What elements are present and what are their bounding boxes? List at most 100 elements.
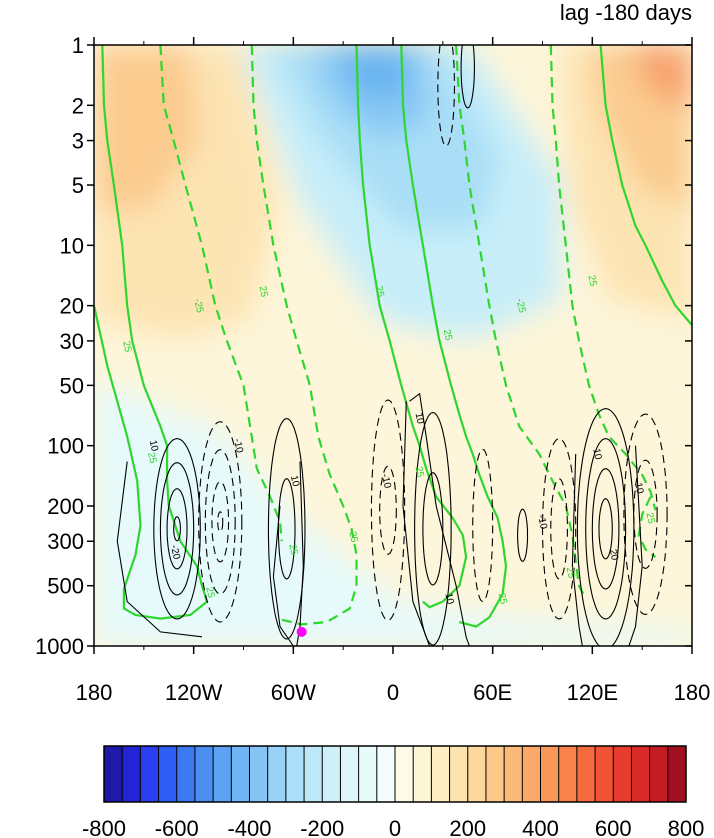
contour-line-negative-25: [159, 45, 283, 542]
contour-label: -25: [346, 527, 360, 544]
colorbar-swatch: [522, 746, 541, 802]
contour-line-negative: [379, 465, 397, 555]
contour-label: 10: [147, 439, 160, 453]
colorbar-swatch: [413, 746, 432, 802]
colorbar-swatch: [449, 746, 469, 802]
contour-line-positive: [585, 438, 627, 620]
contour-line-negative: [198, 421, 243, 623]
contour-label: 25: [441, 328, 454, 342]
colorbar-label: -800: [82, 816, 126, 838]
colorbar-swatch: [358, 746, 378, 802]
contour-line-positive: [116, 461, 203, 638]
contour-line-positive: [402, 401, 431, 646]
colorbar-swatch: [395, 746, 414, 802]
colorbar-label: -200: [300, 816, 344, 838]
contour-line-positive: [591, 468, 620, 590]
contour-label: 25: [373, 285, 386, 299]
contour-label: 25: [286, 543, 299, 557]
x-axis: 180 120W 60W 0 60E 120E 180: [76, 37, 711, 705]
colorbar-label: -600: [155, 816, 199, 838]
y-tick-label: 1: [72, 33, 84, 58]
contour-line-positive: [517, 508, 529, 562]
chart-title: lag -180 days: [560, 0, 692, 25]
y-tick-label: 5: [72, 173, 84, 198]
contour-line-positive: [173, 516, 181, 542]
y-tick-label: 300: [47, 529, 84, 554]
colorbar-swatch: [558, 746, 578, 802]
y-tick-label: 500: [47, 574, 84, 599]
contour-label: -10: [535, 514, 549, 531]
contour-label: -25: [191, 298, 205, 315]
contour-line-negative: [623, 413, 668, 615]
contour-label: -10: [379, 473, 393, 490]
contour-line-positive: [153, 438, 201, 620]
contour-line-positive: [422, 472, 444, 586]
contour-line-negative: [472, 448, 494, 603]
contour-label: 25: [585, 274, 598, 288]
contour-line-25: [599, 45, 692, 326]
colorbar-label: 0: [389, 816, 401, 838]
contour-label: 20: [607, 548, 620, 562]
colorbar-swatch: [613, 746, 632, 802]
field-region: [630, 45, 692, 110]
contour-label: 25: [145, 451, 158, 465]
y-tick-label: 2: [72, 93, 84, 118]
colorbar-swatch: [104, 746, 123, 802]
contour-line-positive: [166, 488, 188, 570]
x-tick-label: 120E: [567, 680, 618, 705]
colorbar-swatch: [158, 746, 178, 802]
x-tick-label: 60E: [473, 680, 512, 705]
y-tick-label: 20: [60, 294, 84, 319]
colorbar-swatch: [376, 746, 396, 802]
contour-label: 25: [564, 566, 577, 580]
contour-line-positive: [267, 418, 306, 640]
contour-line-negative-25: [455, 45, 585, 597]
field-region: [94, 45, 200, 210]
colorbar-swatch: [485, 746, 505, 802]
contour-line-negative: [550, 478, 568, 580]
contour-line-negative: [204, 449, 236, 595]
colorbar-swatch: [267, 746, 287, 802]
colorbar-swatch: [304, 746, 323, 802]
contour-line-negative: [211, 481, 230, 563]
contour-label: 25: [496, 592, 509, 606]
contour-line-positive: [272, 505, 294, 646]
contour-label: 10: [413, 412, 426, 426]
contour-label: -10: [231, 438, 245, 455]
shaded-field: [94, 45, 692, 646]
contour-line-positive: [598, 498, 613, 560]
contour-line-negative-25: [549, 45, 657, 511]
reference-point-marker: [296, 626, 307, 637]
y-tick-label: 100: [47, 434, 84, 459]
contour-line-positive: [628, 445, 643, 646]
colorbar-swatch: [431, 746, 450, 802]
contour-line-negative: [541, 438, 577, 620]
colorbar: -800 -600 -400 -200 0 200 400 600 800: [82, 745, 705, 838]
contour-line-positive: [296, 461, 304, 646]
contour-line-positive: [460, 45, 475, 109]
y-tick-label: 200: [47, 494, 84, 519]
x-tick-label: 180: [674, 680, 711, 705]
x-tick-label: 180: [76, 680, 113, 705]
black-contours: [116, 45, 668, 646]
colorbar-swatch: [285, 746, 305, 802]
x-tick-label: 60W: [271, 680, 316, 705]
contour-line-negative-25: [250, 45, 358, 626]
colorbar-swatch: [140, 746, 159, 802]
colorbar-label: 400: [522, 816, 559, 838]
colorbar-swatch: [213, 746, 232, 802]
colorbar-swatch: [249, 746, 268, 802]
colorbar-swatch: [122, 746, 141, 802]
colorbar-label: 600: [595, 816, 632, 838]
contour-line-positive: [571, 453, 583, 646]
colorbar-swatch: [467, 746, 487, 802]
colorbar-frame: [103, 745, 687, 803]
colorbar-label: 800: [668, 816, 705, 838]
contour-label: 10: [288, 474, 301, 488]
colorbar-swatch: [194, 746, 214, 802]
contour-line-positive: [414, 412, 452, 646]
y-tick-label: 3: [72, 129, 84, 154]
contour-label: 25: [643, 512, 656, 526]
contour-line-25: [400, 45, 508, 628]
